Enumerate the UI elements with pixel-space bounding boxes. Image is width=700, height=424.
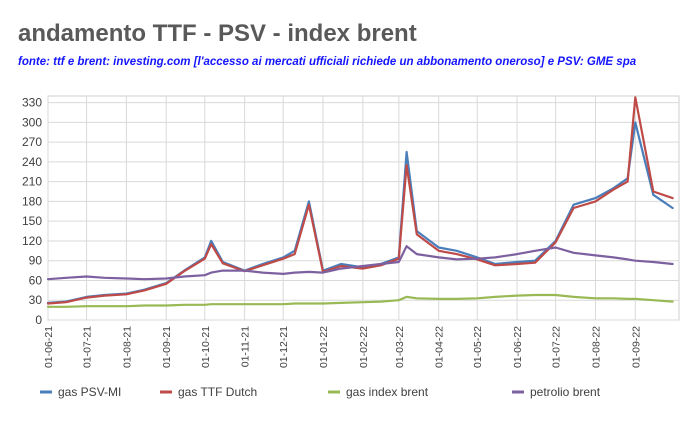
x-tick-label: 01-05-22	[472, 326, 484, 368]
grid-lines	[47, 96, 679, 321]
y-tick-label: 270	[22, 135, 42, 149]
y-tick-label: 330	[22, 96, 42, 110]
legend-label: gas TTF Dutch	[178, 385, 257, 399]
y-tick-label: 90	[29, 254, 43, 268]
x-tick-label: 01-10-21	[200, 326, 212, 368]
y-tick-label: 240	[22, 155, 42, 169]
x-tick-label: 01-06-21	[43, 326, 55, 368]
x-tick-label: 01-08-21	[121, 326, 133, 368]
x-tick-label: 01-01-22	[318, 326, 330, 368]
x-tick-label: 01-12-21	[278, 326, 290, 368]
x-tick-label: 01-09-22	[630, 326, 642, 368]
y-tick-label: 0	[35, 313, 42, 327]
x-tick-label: 01-04-22	[434, 326, 446, 368]
legend-label: gas PSV-MI	[58, 385, 121, 399]
series-line-2	[46, 96, 674, 305]
series-layer	[46, 96, 674, 308]
x-tick-label: 01-03-22	[394, 326, 406, 368]
chart-title: andamento TTF - PSV - index brent	[18, 20, 417, 47]
legend-label: gas index brent	[346, 385, 429, 399]
y-axis: 0 30 60 90 120 150 180 210 240 270 300 330	[22, 96, 42, 327]
x-tick-label: 01-11-21	[240, 326, 252, 367]
x-axis: 01-06-21 01-07-21 01-08-21 01-09-21 01-10-21…	[43, 326, 642, 368]
x-tick-label: 01-07-21	[82, 326, 94, 368]
x-tick-label: 01-09-21	[161, 326, 173, 368]
legend: gas PSV-MI gas TTF Dutch gas index brent pe…	[40, 385, 601, 399]
y-tick-label: 210	[22, 175, 42, 189]
series-line-4	[46, 245, 674, 281]
y-tick-label: 60	[29, 273, 43, 287]
y-tick-label: 150	[22, 214, 42, 228]
y-tick-label: 180	[22, 194, 42, 208]
y-tick-label: 30	[29, 293, 43, 307]
x-tick-label: 01-08-22	[590, 326, 602, 368]
series-line-3	[46, 293, 674, 308]
x-tick-label: 01-06-22	[512, 326, 524, 368]
x-tick-label: 01-07-22	[551, 326, 563, 368]
plot-area	[47, 95, 680, 321]
x-tick-label: 01-02-22	[358, 326, 370, 368]
chart-subtitle: fonte: ttf e brent: investing.com [l'acc…	[18, 56, 637, 68]
legend-label: petrolio brent	[530, 385, 601, 399]
y-tick-label: 120	[22, 234, 42, 248]
y-tick-label: 300	[22, 115, 42, 129]
